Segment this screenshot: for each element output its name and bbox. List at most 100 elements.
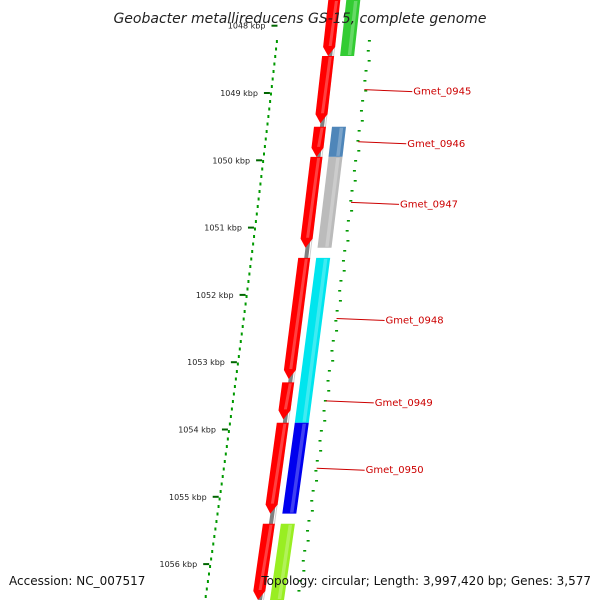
gc-dot [319,450,323,452]
gc-dot [352,170,356,172]
gc-dot [209,565,212,568]
gc-dot [239,340,242,343]
gene-arrow [311,126,326,157]
gc-dot [249,265,252,268]
gene-label[interactable]: Gmet_0948 [386,315,444,326]
gene-highlight [321,57,332,114]
gc-dot [223,460,226,463]
accession-text: Accession: NC_007517 [9,574,146,588]
gc-dot [255,212,258,216]
gc-dot [219,490,222,493]
gc-dot [334,320,338,322]
gc-dot [342,270,346,272]
gc-dot [364,70,368,72]
gene-highlight [270,423,287,504]
gene-function-block [328,126,346,157]
gene-function-block [294,257,331,423]
gene-features [253,0,361,600]
gc-dot [241,325,244,328]
gc-dot [257,197,260,201]
gc-dot [310,510,314,512]
gc-dot [357,130,361,132]
gc-dot [335,310,339,312]
gene-label[interactable]: Gmet_0945 [413,87,471,98]
gc-dot [237,355,240,358]
gc-dot [306,540,310,542]
gc-dot [338,300,342,302]
tick-label: 1049 kbp [220,89,258,98]
gc-dot [235,370,238,373]
gc-dot [233,385,236,388]
gene-highlight [283,383,292,410]
gc-dot [303,550,307,552]
gc-dot [269,92,272,96]
gene-highlight [317,127,324,147]
gene-arrow [323,0,341,56]
gc-dot [346,240,350,242]
gene-label[interactable]: Gmet_0946 [407,139,465,150]
gc-dot [346,220,350,222]
gc-dot [307,520,311,522]
gene-arrow [278,382,295,420]
gc-dot [224,452,227,456]
gc-dot [265,130,268,133]
gc-dot [204,595,207,598]
tick-label: 1051 kbp [204,224,242,233]
kbp-ticks: 1048 kbp 1049 kbp 1050 kbp 1051 kbp 1052 kbp… [159,22,278,569]
gene-arrow [300,156,323,248]
gc-dot [264,137,267,141]
gc-dot [270,85,273,88]
gene-label[interactable]: Gmet_0950 [366,465,424,476]
gc-dot [231,400,234,403]
gc-dot [263,145,266,148]
gc-dot [367,40,371,42]
gc-dot [207,572,210,576]
gc-dot [297,590,301,592]
gc-dot [247,280,250,283]
gc-dot [360,120,364,122]
gc-dot [357,150,361,152]
gc-dot [322,410,326,412]
tick-label: 1053 kbp [187,358,225,367]
gc-dot [310,500,314,502]
gc-dot [245,295,248,298]
gc-dot [214,527,217,531]
gc-dot [354,160,358,162]
gc-dot [268,107,271,111]
gene-label[interactable]: Gmet_0947 [400,199,458,210]
gc-dot [267,115,270,118]
gc-dot [256,205,259,208]
gc-dot [217,505,220,508]
gc-dot [275,47,278,51]
label-leader-line [358,141,407,145]
gc-dot [335,330,339,332]
gc-dot [227,430,230,433]
gc-dot [363,80,367,82]
gc-dot [211,550,214,553]
tick-label: 1052 kbp [196,291,234,300]
gc-dot [232,392,235,396]
gc-dot [206,580,209,583]
gene-highlight [289,258,308,369]
tick-label: 1050 kbp [212,156,250,165]
gc-dot [274,55,277,58]
gc-dot [250,257,253,261]
tick-label: 1056 kbp [159,560,197,569]
gc-dot [222,467,225,471]
gene-arrow [265,422,289,514]
gene-highlight [290,423,306,513]
gc-dot [213,535,216,538]
gc-dot [238,347,241,351]
label-leader-line [316,467,365,471]
gc-dot [262,160,265,163]
gene-label[interactable]: Gmet_0949 [375,398,433,409]
gc-dot [212,542,215,546]
gc-dot [306,530,310,532]
gc-dot [275,40,278,43]
gc-dot [230,407,233,411]
gc-dot [251,250,254,253]
tick-label: 1048 kbp [228,22,266,31]
gc-dot [319,430,323,432]
gc-dot [326,380,330,382]
gc-dot [361,100,365,102]
